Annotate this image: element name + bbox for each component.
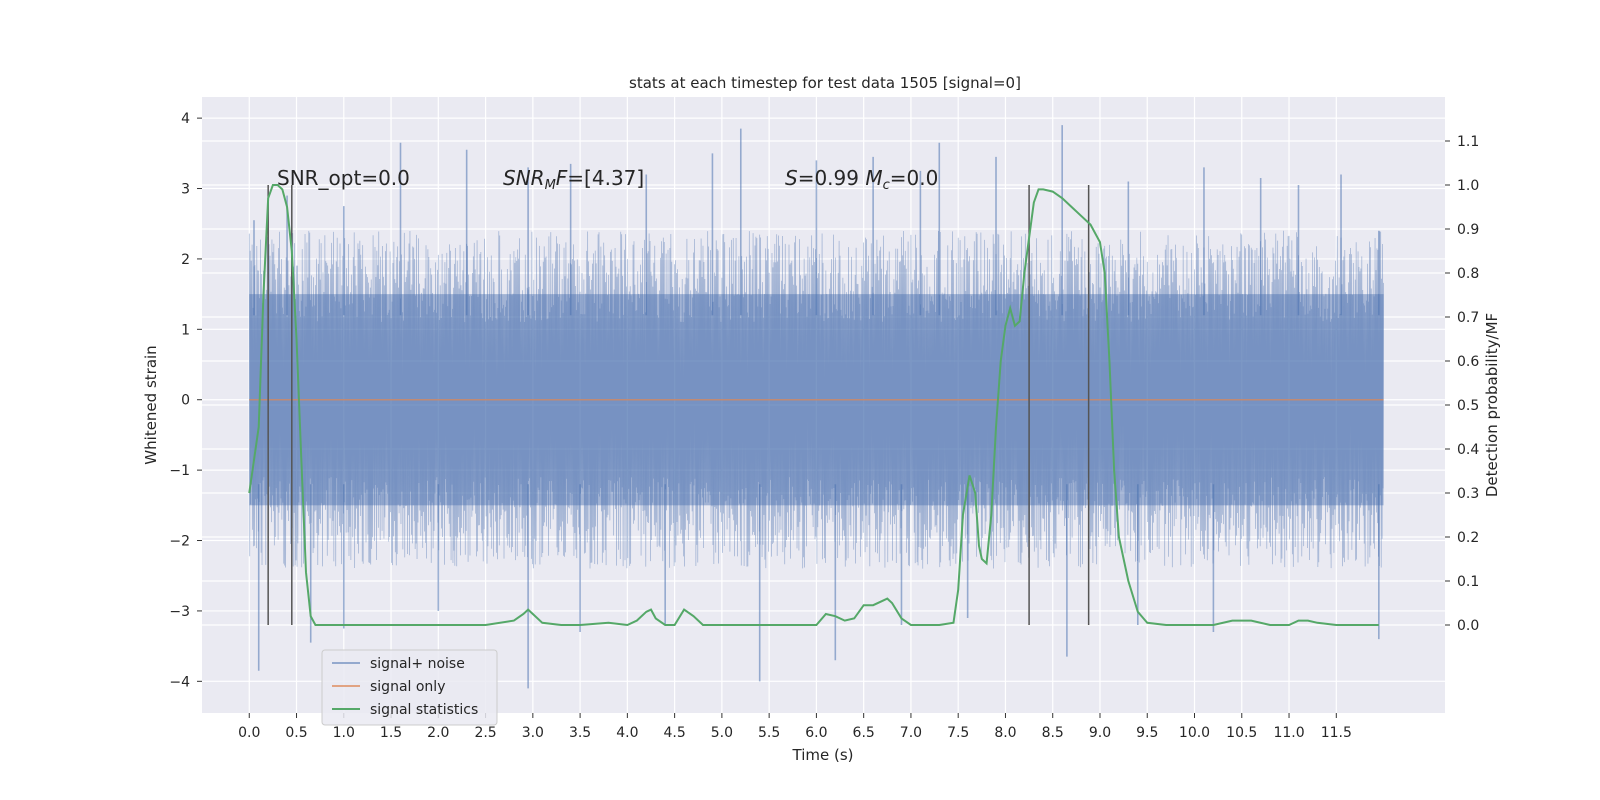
y-right-tick-label: 0.9 xyxy=(1457,222,1479,238)
y-right-tick-label: 0.6 xyxy=(1457,354,1479,370)
legend-label-noise: signal+ noise xyxy=(370,656,465,672)
y-right-tick-label: 0.7 xyxy=(1457,310,1479,326)
x-tick-label: 5.5 xyxy=(758,725,780,741)
legend-box xyxy=(321,649,498,726)
x-tick-label: 10.0 xyxy=(1179,725,1210,741)
legend-label-stats: signal statistics xyxy=(370,702,478,718)
y-left-tick-label: 1 xyxy=(181,322,190,338)
x-tick-label: 0.0 xyxy=(238,725,260,741)
y-left-tick-label: −1 xyxy=(169,463,190,479)
y-axis-left-ticks: 4 3 2 1 0 −1 −2 −3 −4 xyxy=(169,111,202,690)
y-right-tick-label: 1.1 xyxy=(1457,134,1479,150)
x-tick-label: 1.0 xyxy=(333,725,355,741)
y-left-tick-label: 3 xyxy=(181,182,190,198)
x-axis-label: Time (s) xyxy=(792,746,854,764)
y-right-tick-label: 0.0 xyxy=(1457,618,1479,634)
signal-statistics-line xyxy=(248,184,1379,627)
y-right-tick-label: 0.4 xyxy=(1457,442,1479,458)
y-right-tick-label: 0.1 xyxy=(1457,574,1479,590)
x-tick-label: 7.0 xyxy=(900,725,922,741)
x-tick-label: 7.5 xyxy=(947,725,969,741)
y-axis-left-label: Whitened strain xyxy=(142,345,160,464)
x-tick-label: 8.0 xyxy=(994,725,1016,741)
y-axis-right-label: Detection probability/MF xyxy=(1483,313,1501,497)
x-tick-label: 10.5 xyxy=(1226,725,1257,741)
x-tick-label: 9.5 xyxy=(1136,725,1158,741)
x-tick-label: 11.0 xyxy=(1273,725,1304,741)
y-right-tick-label: 0.5 xyxy=(1457,398,1479,414)
x-tick-label: 6.5 xyxy=(853,725,875,741)
x-tick-label: 6.0 xyxy=(805,725,827,741)
x-tick-label: 2.0 xyxy=(427,725,449,741)
chart-title: stats at each timestep for test data 150… xyxy=(629,74,1021,92)
x-tick-label: 4.5 xyxy=(663,725,685,741)
x-tick-label: 9.0 xyxy=(1089,725,1111,741)
legend-label-signal: signal only xyxy=(370,679,445,695)
x-tick-label: 5.0 xyxy=(711,725,733,741)
x-axis-ticks: 0.0 0.5 1.0 1.5 2.0 2.5 3.0 3.5 4.0 4.5 5.0 5.5 6.0 6… xyxy=(238,713,1352,741)
x-tick-label: 11.5 xyxy=(1321,725,1352,741)
y-left-tick-label: −3 xyxy=(169,604,190,620)
x-tick-label: 1.5 xyxy=(380,725,402,741)
legend: signal+ noise signal only signal statist… xyxy=(321,649,498,726)
y-right-tick-label: 0.3 xyxy=(1457,486,1479,502)
y-right-tick-label: 1.0 xyxy=(1457,178,1479,194)
x-tick-label: 2.5 xyxy=(474,725,496,741)
y-left-tick-label: −2 xyxy=(169,534,190,550)
x-tick-label: 4.0 xyxy=(616,725,638,741)
x-tick-label: 0.5 xyxy=(285,725,307,741)
annotation-s-mc: S=0.99 Mc=0.0 xyxy=(785,166,938,193)
annotation-snr-opt: SNR_opt=0.0 xyxy=(277,166,410,190)
y-left-tick-label: −4 xyxy=(169,674,190,690)
y-left-tick-label: 2 xyxy=(181,252,190,268)
y-right-tick-label: 0.8 xyxy=(1457,266,1479,282)
annotation-snr-mf: SNRMF=[4.37] xyxy=(503,166,644,193)
y-axis-right-ticks: 1.1 1.0 0.9 0.8 0.7 0.6 0.5 0.4 0.3 0.2 0.1 0.0 xyxy=(1445,134,1479,634)
x-tick-label: 8.5 xyxy=(1042,725,1064,741)
y-left-tick-label: 4 xyxy=(181,111,190,127)
x-tick-label: 3.0 xyxy=(522,725,544,741)
y-right-tick-label: 0.2 xyxy=(1457,530,1479,546)
x-tick-label: 3.5 xyxy=(569,725,591,741)
y-left-tick-label: 0 xyxy=(181,393,190,409)
